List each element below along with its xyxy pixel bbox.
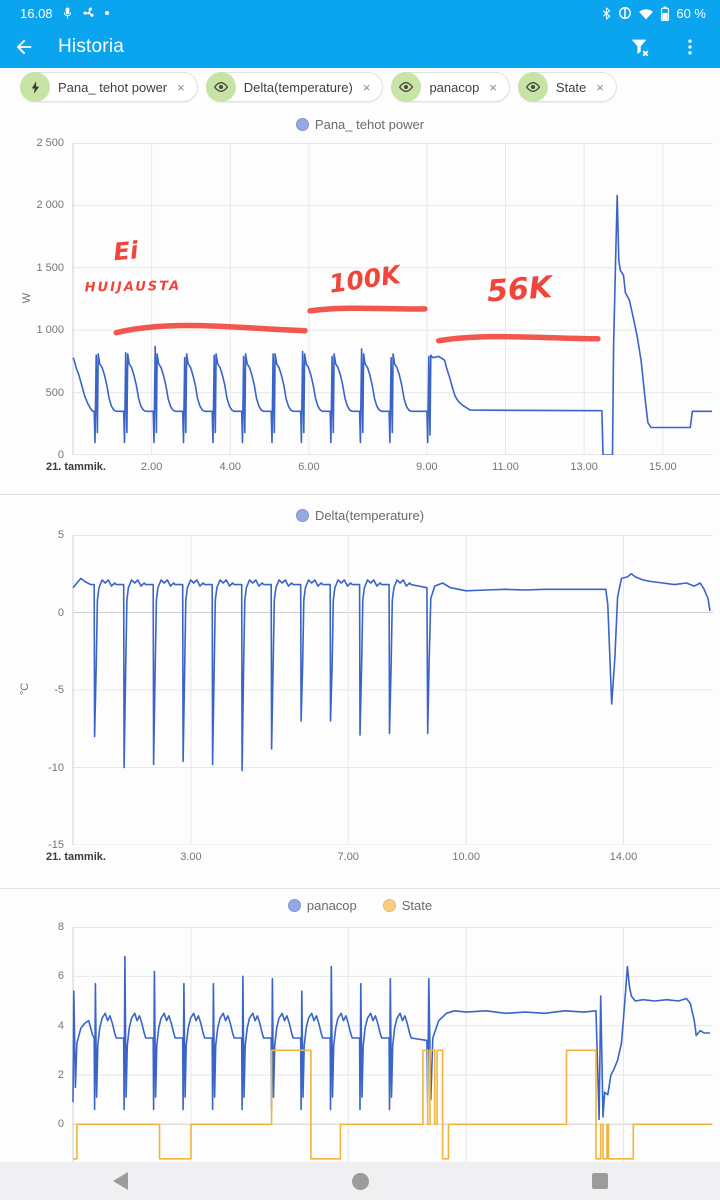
chart-plot-3[interactable] [0,927,720,1162]
filter-chip-delta-temperature-[interactable]: Delta(temperature) × [205,72,384,102]
chip-lead-circle [205,72,236,102]
wifi-icon [639,8,654,19]
legend-dot-icon [295,117,309,131]
x-axis-tick-label: 10.00 [452,851,480,863]
y-axis-unit-label: W [21,292,33,304]
filter-chip-panacop[interactable]: panacop × [391,72,510,102]
page-title: Historia [58,36,125,57]
filter-off-icon [631,39,649,57]
y-axis-tick-label: 0 [57,449,64,461]
y-axis-unit-label: °C [19,682,31,696]
x-axis-tick-label: 3.00 [180,851,202,863]
eye-icon [525,81,541,93]
filter-off-button[interactable] [620,27,660,67]
chart-legend: Delta(temperature) [0,507,720,523]
back-button[interactable] [0,26,48,68]
handwritten-annotation: 100K [327,260,404,299]
legend-label: panacop [306,897,357,913]
y-axis-tick-label: -15 [48,839,64,851]
filter-chip-state[interactable]: State × [517,72,617,102]
nav-recents-icon[interactable] [592,1173,608,1189]
chip-lead-circle [391,72,422,102]
y-axis-tick-label: 0 [57,606,64,619]
legend-label: Pana_ tehot power [314,116,425,132]
x-axis-tick-label: 14.00 [609,851,638,863]
x-axis-tick-label: 9.00 [416,461,438,473]
x-axis-tick-label: 21. tammik. [46,461,106,473]
legend-dot-icon [295,508,309,522]
overflow-menu-button[interactable] [670,27,710,67]
x-axis-tick-label: 7.00 [337,851,359,863]
y-axis-tick-label: 6 [57,970,64,983]
y-axis-tick-label: 2 500 [36,137,64,149]
notification-dot-icon [104,11,109,15]
y-axis-tick-label: 8 [57,921,64,933]
status-time: 16.08 [20,5,53,21]
fan-icon [82,7,94,17]
chip-lead-circle [20,72,50,102]
chart-plot-2[interactable] [0,535,720,845]
arrow-left-icon [16,39,32,55]
x-axis-tick-label: 6.00 [298,461,320,473]
filter-chip-pana-tehot-power[interactable]: Pana_ tehot power × [20,72,198,102]
chip-label: State [555,79,587,95]
chip-close-icon[interactable]: × [489,79,497,95]
x-axis-tick-label: 13.00 [570,461,598,473]
y-axis-tick-label: 2 [57,1068,64,1081]
y-axis-tick-label: -10 [48,761,64,774]
chart-divider [0,888,720,889]
bluetooth-icon [603,6,611,20]
x-axis-tick-label: 15.00 [649,461,677,473]
y-axis-tick-label: 2 000 [36,199,64,212]
y-axis-tick-label: 1 000 [36,324,64,337]
overflow-menu-icon [688,39,692,55]
android-nav-bar [0,1162,720,1200]
nav-back-icon[interactable] [112,1172,128,1190]
nav-home-icon[interactable] [351,1172,369,1190]
legend-dot-icon [382,898,396,912]
chart-plot-1[interactable]: Ei HUIJAUSTA 100K 56K [0,143,720,455]
y-axis-tick-label: 500 [45,386,64,399]
vibrate-icon [619,7,632,19]
x-axis-tick-label: 21. tammik. [46,851,106,863]
y-axis-tick-label: 1 500 [36,261,64,274]
chip-label: panacop [429,79,480,95]
chip-label: Delta(temperature) [243,79,353,95]
eye-icon [399,81,414,93]
legend-label: State [401,897,433,913]
x-axis-tick-label: 2.00 [140,461,163,473]
handwritten-annotation: Ei [112,236,140,266]
chip-lead-circle [517,72,548,102]
y-axis-tick-label: 5 [57,529,64,541]
legend-label: Delta(temperature) [314,507,425,523]
legend-dot-icon [287,898,301,912]
chip-close-icon[interactable]: × [362,79,371,95]
chart-legend: panacop State [0,897,720,913]
battery-icon [661,6,670,21]
status-bar: 16.08 [0,0,720,26]
y-axis-tick-label: 0 [57,1118,64,1131]
x-axis-tick-label: 11.00 [492,461,519,473]
chip-close-icon[interactable]: × [177,79,185,95]
y-axis-tick-label: -5 [54,684,64,696]
mic-icon [63,7,71,19]
y-axis-tick-label: 4 [57,1019,64,1032]
flash-icon [31,80,39,94]
chip-label: Pana_ tehot power [58,79,168,95]
battery-percent: 60 % [676,5,706,21]
app-bar: Historia [0,26,720,68]
handwritten-annotation: 56K [486,270,556,310]
chart-legend: Pana_ tehot power [0,116,720,132]
handwritten-annotation: HUIJAUSTA [85,279,182,296]
chart-divider [0,494,720,495]
eye-icon [213,81,228,93]
chip-close-icon[interactable]: × [596,79,604,95]
filter-chip-row: Pana_ tehot power × Delta(temperature) × pan… [0,70,720,104]
x-axis-tick-label: 4.00 [219,461,241,473]
